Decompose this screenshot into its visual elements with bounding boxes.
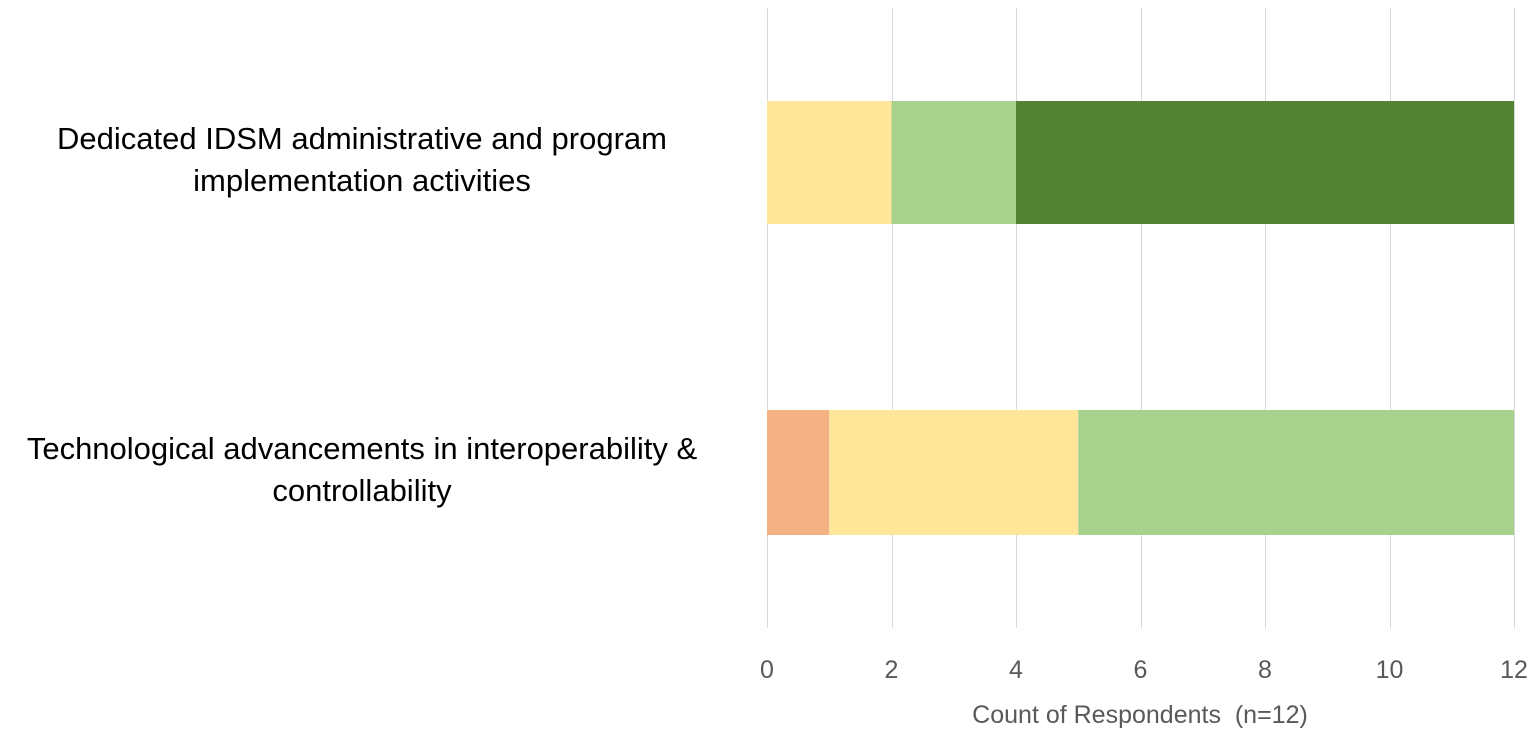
bar-segment	[767, 410, 830, 535]
x-tick-label: 0	[760, 656, 774, 684]
x-axis-ticks: 0 2 4 6 8 10 12	[760, 656, 1528, 684]
category-label-tech-advancements: Technological advancements in interopera…	[0, 428, 732, 512]
x-tick-label: 4	[1009, 656, 1023, 684]
x-tick-label: 2	[885, 656, 899, 684]
x-axis-title: Count of Respondents (n=12)	[972, 701, 1308, 729]
category-label-idsm-activities: Dedicated IDSM administrative and progra…	[0, 118, 732, 202]
bar-segment	[767, 101, 892, 224]
category-label-line: Technological advancements in interopera…	[26, 431, 698, 466]
category-label-line: Dedicated IDSM administrative and progra…	[57, 121, 667, 156]
bar-segment	[829, 410, 1079, 535]
x-tick-label: 12	[1500, 656, 1528, 684]
category-label-line: implementation activities	[193, 163, 531, 198]
x-tick-label: 6	[1134, 656, 1148, 684]
bar-segment	[891, 101, 1016, 224]
bar-segment	[1078, 410, 1514, 535]
x-tick-label: 8	[1258, 656, 1272, 684]
x-tick-label: 10	[1376, 656, 1404, 684]
bars	[767, 101, 1514, 535]
bar-segment	[1016, 101, 1514, 224]
category-label-line: controllability	[272, 473, 452, 508]
